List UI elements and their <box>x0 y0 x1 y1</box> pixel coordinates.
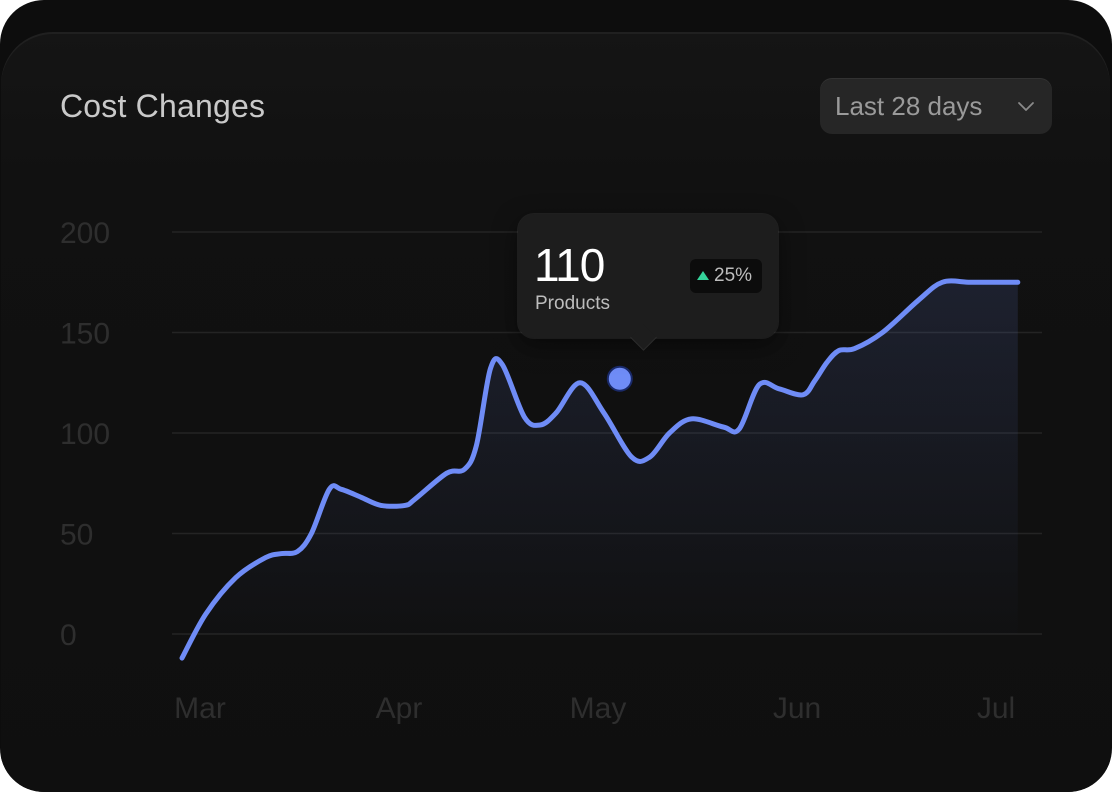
date-range-value: Last 28 days <box>835 91 983 121</box>
series-line <box>179 278 1021 661</box>
y-tick-label: 0 <box>60 619 77 652</box>
y-tick-label: 150 <box>60 318 110 351</box>
arrow-up-icon <box>697 271 709 280</box>
x-tick-label: Jul <box>977 692 1015 725</box>
change-badge: 25% <box>690 259 762 293</box>
tooltip-label: Products <box>535 293 610 314</box>
date-range-select[interactable]: Last 28 days <box>820 78 1052 134</box>
series-area <box>182 280 1018 659</box>
y-tick-label: 200 <box>60 217 110 250</box>
x-tick-label: Mar <box>174 692 226 725</box>
chevron-down-icon <box>1016 96 1036 116</box>
highlight-point[interactable] <box>606 365 633 392</box>
tooltip-value: 110 <box>534 239 605 291</box>
x-tick-label: May <box>570 692 627 725</box>
value-tooltip: 110 Products 25% <box>518 214 778 338</box>
y-tick-label: 50 <box>60 519 93 552</box>
x-tick-label: Apr <box>376 692 423 725</box>
change-value: 25% <box>714 265 753 286</box>
card-title: Cost Changes <box>60 88 266 124</box>
y-tick-label: 100 <box>60 418 110 451</box>
x-tick-label: Jun <box>773 692 821 725</box>
